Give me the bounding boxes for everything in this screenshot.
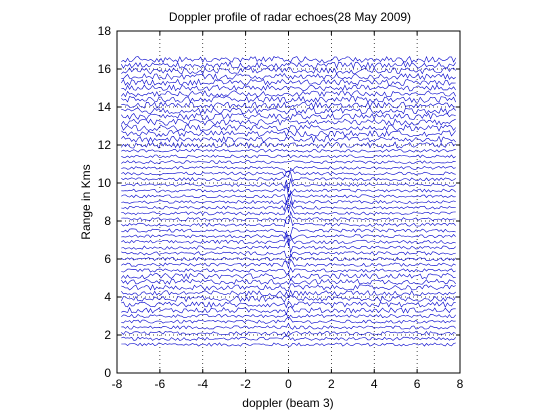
y-tick-label: 12: [98, 138, 112, 152]
y-tick-label: 18: [98, 24, 112, 38]
range-gate-trace: [121, 84, 456, 92]
range-gate-trace: [121, 342, 456, 347]
y-tick-label: 2: [104, 328, 111, 342]
range-gate-trace: [121, 107, 456, 115]
range-gate-trace: [121, 316, 456, 324]
range-gate-trace: [121, 160, 456, 164]
range-gate-trace: [121, 178, 456, 192]
x-tick-label: -4: [197, 377, 208, 391]
x-tick-label: 8: [457, 377, 464, 391]
range-gate-trace: [121, 67, 456, 75]
y-tick-label: 16: [98, 62, 112, 76]
range-gate-trace: [121, 239, 456, 254]
x-tick-label: 4: [371, 377, 378, 391]
range-gate-trace: [121, 55, 456, 64]
range-gate-trace: [121, 278, 456, 285]
range-gate-trace: [121, 250, 456, 259]
range-gate-trace: [121, 118, 456, 126]
range-gate-trace: [121, 141, 456, 149]
range-gate-trace: [121, 216, 456, 227]
range-gate-trace: [121, 193, 456, 206]
range-gate-trace: [121, 204, 456, 216]
x-tick-label: 0: [285, 377, 292, 391]
y-axis-label: Range in Kms: [79, 164, 93, 239]
range-gate-trace: [121, 72, 456, 81]
range-gate-trace: [121, 200, 456, 213]
range-gate-trace: [121, 313, 456, 320]
y-tick-label: 6: [104, 252, 111, 266]
range-gate-trace: [121, 154, 456, 159]
range-gate-trace: [121, 95, 456, 104]
range-gate-trace: [121, 267, 456, 275]
range-gate-trace: [121, 135, 456, 144]
range-gate-trace: [121, 61, 456, 69]
chart-title: Doppler profile of radar echoes(28 May 2…: [169, 10, 411, 24]
x-tick-label: 6: [414, 377, 421, 391]
range-gate-trace: [121, 124, 456, 132]
range-gate-trace: [121, 189, 456, 203]
range-gate-trace: [121, 335, 456, 342]
x-tick-label: -6: [155, 377, 166, 391]
range-gate-trace: [121, 226, 456, 237]
range-gate-trace: [121, 300, 456, 309]
y-tick-label: 0: [104, 366, 111, 380]
range-gate-trace: [121, 112, 456, 121]
y-tick-label: 10: [98, 176, 112, 190]
x-tick-label: -8: [112, 377, 123, 391]
range-gate-trace: [121, 184, 456, 198]
x-axis-label: doppler (beam 3): [242, 396, 333, 410]
y-tick-label: 14: [98, 100, 112, 114]
range-gate-trace: [121, 253, 456, 264]
range-gate-trace: [121, 306, 456, 316]
doppler-traces: [121, 55, 456, 347]
range-gate-trace: [121, 258, 456, 270]
y-tick-label: 8: [104, 214, 111, 228]
range-gate-trace: [121, 165, 456, 174]
range-gate-trace: [121, 234, 456, 246]
range-gate-trace: [121, 322, 456, 330]
x-tick-label: 2: [328, 377, 335, 391]
range-gate-trace: [121, 101, 456, 109]
x-tick-label: -2: [240, 377, 251, 391]
range-gate-trace: [121, 90, 456, 98]
range-gate-trace: [121, 148, 456, 153]
y-tick-label: 4: [104, 290, 111, 304]
range-gate-trace: [121, 210, 456, 224]
range-gate-trace: [121, 283, 456, 292]
range-gate-trace: [121, 130, 456, 138]
axis-ticks: -8 -6 -4 -2 0 2 4 6 8 0 2 4 6 8 10 12 14 16 18: [98, 24, 464, 391]
range-gate-trace: [121, 230, 456, 241]
range-gate-trace: [121, 330, 456, 337]
range-gate-trace: [121, 78, 456, 86]
range-gate-trace: [121, 289, 456, 299]
range-gate-trace: [121, 167, 456, 179]
